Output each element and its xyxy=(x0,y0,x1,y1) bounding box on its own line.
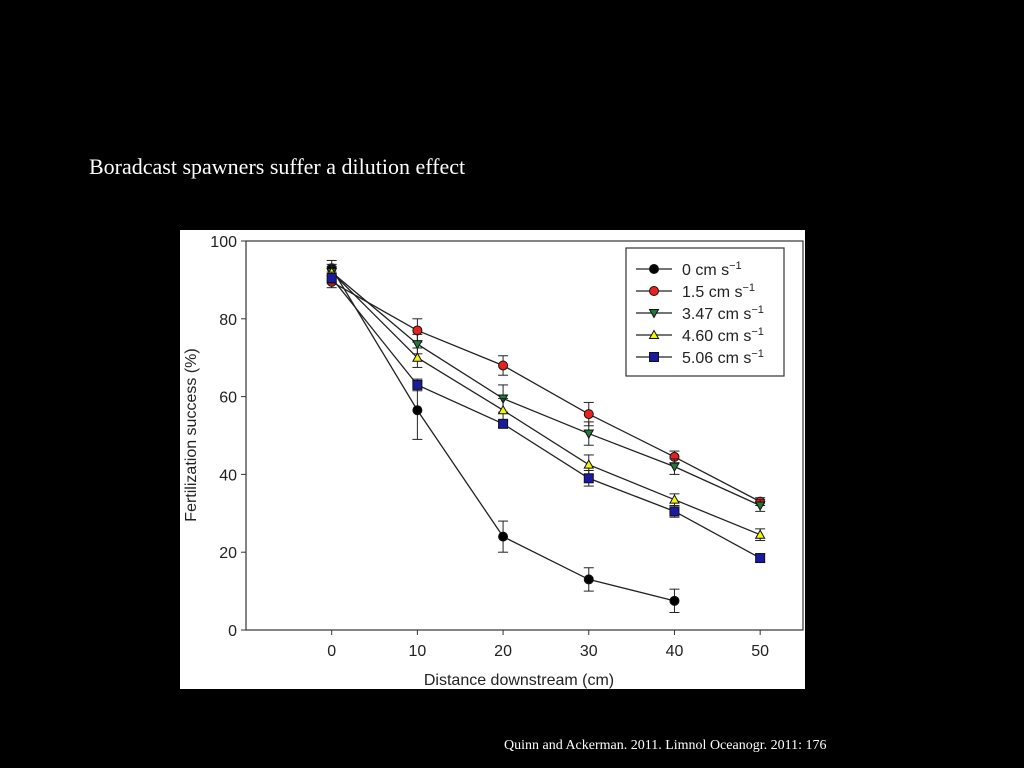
series-line xyxy=(331,281,761,503)
legend-label-exponent: −1 xyxy=(742,282,755,294)
data-point xyxy=(669,506,680,517)
legend: 0 cm s−1 1.5 cm s−1 3.47 cm s−1 4.60 cm s−1… xyxy=(625,247,785,377)
data-point xyxy=(648,309,660,319)
data-point xyxy=(669,595,680,606)
y-tick-label: 100 xyxy=(210,234,237,251)
data-point xyxy=(648,329,660,339)
data-point xyxy=(412,325,423,336)
legend-item: 5.06 cm s−1 xyxy=(636,348,764,367)
legend-label: 1.5 cm s−1 xyxy=(682,282,755,301)
x-tick-label: 40 xyxy=(666,643,684,660)
legend-item: 1.5 cm s−1 xyxy=(636,282,755,301)
x-axis-label: Distance downstream (cm) xyxy=(424,672,614,689)
series-line xyxy=(331,271,761,507)
data-point xyxy=(649,264,659,274)
x-tick-label: 20 xyxy=(494,643,512,660)
legend-label-exponent: −1 xyxy=(729,260,742,272)
legend-label: 0 cm s−1 xyxy=(682,260,742,279)
data-point xyxy=(669,494,680,504)
legend-label-exponent: −1 xyxy=(751,348,764,360)
x-tick-label: 30 xyxy=(580,643,598,660)
y-tick-label: 60 xyxy=(219,390,237,407)
series-line xyxy=(331,277,761,559)
y-tick-label: 80 xyxy=(219,312,237,329)
data-point xyxy=(412,352,423,362)
data-point xyxy=(583,409,594,420)
legend-label-exponent: −1 xyxy=(751,326,764,338)
legend-item: 4.60 cm s−1 xyxy=(636,326,764,345)
data-point xyxy=(583,429,595,440)
legend-label: 3.47 cm s−1 xyxy=(682,304,764,323)
series-4 xyxy=(326,271,766,564)
x-tick-label: 10 xyxy=(408,643,426,660)
data-point xyxy=(754,529,766,539)
y-tick-label: 0 xyxy=(228,623,237,640)
legend-label: 5.06 cm s−1 xyxy=(682,348,764,367)
data-point xyxy=(326,272,337,283)
legend-item: 0 cm s−1 xyxy=(636,260,742,279)
data-point xyxy=(498,418,509,429)
data-point xyxy=(649,286,659,296)
y-axis-label: Fertilization success (%) xyxy=(183,348,200,521)
data-point xyxy=(669,462,680,473)
data-point xyxy=(412,379,423,390)
line-chart: Fertilization success (%) Distance downs… xyxy=(183,234,804,689)
data-point xyxy=(583,473,594,484)
legend-item: 3.47 cm s−1 xyxy=(636,304,764,323)
plot-frame xyxy=(245,240,804,631)
data-point xyxy=(498,360,509,371)
x-tick-label: 50 xyxy=(751,643,769,660)
data-point xyxy=(498,531,509,542)
data-point xyxy=(754,501,766,512)
chart-panel: Fertilization success (%) Distance downs… xyxy=(180,230,805,689)
legend-label-exponent: −1 xyxy=(751,304,764,316)
y-tick-label: 40 xyxy=(219,467,237,484)
citation: Quinn and Ackerman. 2011. Limnol Oceanog… xyxy=(504,738,827,753)
data-point xyxy=(497,404,509,415)
data-point xyxy=(412,405,423,416)
data-point xyxy=(583,574,594,585)
legend-label: 4.60 cm s−1 xyxy=(682,326,764,345)
x-tick-label: 0 xyxy=(327,643,336,660)
data-point xyxy=(412,340,423,350)
y-tick-label: 20 xyxy=(219,545,237,562)
data-point xyxy=(649,352,659,362)
series-line xyxy=(331,271,761,536)
data-point xyxy=(755,553,766,564)
data-point xyxy=(583,459,595,469)
slide-title: Boradcast spawners suffer a dilution eff… xyxy=(89,154,466,179)
